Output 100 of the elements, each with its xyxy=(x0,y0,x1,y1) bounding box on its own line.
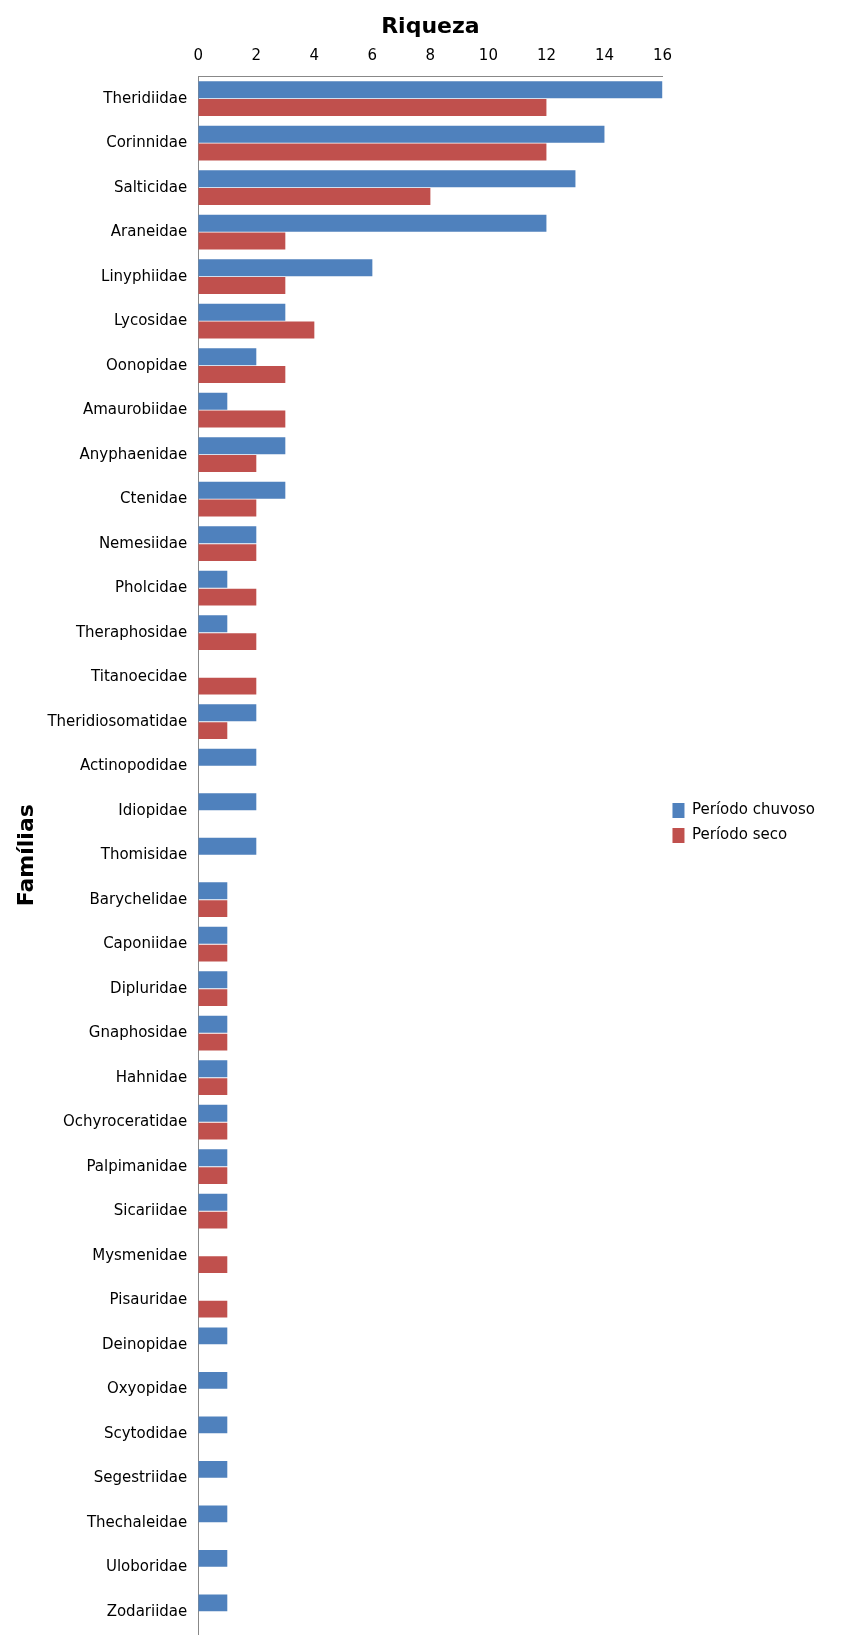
bar xyxy=(198,1015,228,1033)
bar xyxy=(198,499,257,517)
bar xyxy=(198,1594,228,1612)
bar xyxy=(198,259,373,277)
y-tick-label: Nemesiidae xyxy=(98,533,188,552)
bar xyxy=(198,526,257,544)
bar xyxy=(198,481,286,499)
bar xyxy=(198,99,547,117)
bar xyxy=(198,125,605,143)
bar xyxy=(198,1211,228,1229)
y-tick-label: Corinnidae xyxy=(106,133,188,152)
y-tick-label: Dipluridae xyxy=(110,978,188,997)
bar xyxy=(198,1104,228,1122)
bar xyxy=(198,321,315,339)
bar xyxy=(198,1060,228,1078)
bar xyxy=(198,1460,228,1478)
bar xyxy=(198,214,547,232)
bar xyxy=(198,1416,228,1434)
x-tick-label: 10 xyxy=(478,46,498,65)
y-tick-label: Thomisidae xyxy=(99,845,188,864)
x-tick-label: 2 xyxy=(251,46,262,65)
bar xyxy=(198,143,547,161)
bar xyxy=(198,455,257,473)
bar xyxy=(198,615,228,633)
bar xyxy=(198,588,257,606)
y-tick-label: Oonopidae xyxy=(105,355,188,374)
y-tick-label: Linyphiidae xyxy=(101,266,188,285)
bar xyxy=(198,1122,228,1140)
bar xyxy=(198,989,228,1007)
y-tick-label: Oxyopidae xyxy=(106,1379,188,1398)
bar xyxy=(198,1549,228,1567)
bar xyxy=(198,1300,228,1318)
bar xyxy=(198,793,257,811)
y-tick-label: Gnaphosidae xyxy=(88,1023,188,1042)
bar xyxy=(198,748,257,766)
bar xyxy=(198,1193,228,1211)
y-tick-label: Salticidae xyxy=(113,177,188,196)
bar xyxy=(198,1033,228,1051)
y-tick-label: Ctenidae xyxy=(120,489,188,508)
bar xyxy=(198,366,286,384)
bar xyxy=(198,1149,228,1167)
y-tick-label: Thechaleidae xyxy=(85,1512,188,1531)
bar xyxy=(198,926,228,944)
bar xyxy=(198,1078,228,1096)
y-tick-label: Mysmenidae xyxy=(92,1245,188,1264)
y-tick-label: Amaurobiidae xyxy=(82,400,188,419)
bar xyxy=(198,633,257,651)
bar xyxy=(198,1505,228,1523)
y-tick-label: Titanoecidae xyxy=(90,667,188,686)
x-tick-label: 0 xyxy=(193,46,204,65)
x-tick-label: 12 xyxy=(536,46,556,65)
legend-label: Período chuvoso xyxy=(691,800,816,819)
y-tick-label: Deinopidae xyxy=(102,1334,188,1353)
y-axis-title: Famílias xyxy=(12,804,38,907)
y-tick-label: Theridiosomatidae xyxy=(46,711,188,730)
bar xyxy=(198,188,431,206)
y-tick-label: Theraphosidae xyxy=(74,622,188,641)
y-tick-label: Caponiidae xyxy=(103,934,188,953)
y-tick-label: Pisauridae xyxy=(109,1290,188,1309)
y-tick-label: Araneidae xyxy=(110,222,188,241)
x-tick-label: 8 xyxy=(425,46,436,65)
bar xyxy=(198,410,286,428)
y-tick-label: Segestriidae xyxy=(93,1468,188,1487)
y-tick-label: Theridiidae xyxy=(102,88,188,107)
y-tick-label: Sicariidae xyxy=(113,1201,188,1220)
x-tick-label: 4 xyxy=(309,46,320,65)
bar xyxy=(198,81,663,99)
bar xyxy=(198,1167,228,1185)
legend-label: Período seco xyxy=(691,825,788,844)
y-tick-label: Palpimanidae xyxy=(86,1156,188,1175)
bar xyxy=(198,1371,228,1389)
bar xyxy=(198,544,257,562)
y-tick-label: Actinopodidae xyxy=(79,756,188,775)
y-tick-label: Idiopidae xyxy=(118,800,188,819)
x-axis-title: Riqueza xyxy=(381,12,480,38)
bar xyxy=(198,677,257,695)
y-tick-label: Ochyroceratidae xyxy=(63,1112,188,1131)
bar xyxy=(198,1256,228,1274)
y-tick-label: Lycosidae xyxy=(114,311,188,330)
bar xyxy=(198,900,228,918)
bar xyxy=(198,392,228,410)
bar xyxy=(198,348,257,366)
bar xyxy=(198,837,257,855)
y-tick-label: Hahnidae xyxy=(115,1067,188,1086)
x-tick-label: 14 xyxy=(594,46,614,65)
bar xyxy=(198,882,228,900)
bar xyxy=(198,944,228,962)
y-tick-label: Barychelidae xyxy=(89,889,188,908)
y-tick-label: Zodariidae xyxy=(106,1601,188,1620)
x-tick-label: 6 xyxy=(367,46,378,65)
y-tick-label: Scytodidae xyxy=(103,1423,188,1442)
bar xyxy=(198,1327,228,1345)
bar xyxy=(198,704,257,722)
bar xyxy=(198,232,286,250)
bar xyxy=(198,170,576,188)
bar xyxy=(198,303,286,321)
y-tick-label: Pholcidae xyxy=(115,578,188,597)
bar xyxy=(198,570,228,588)
bar xyxy=(198,722,228,740)
y-tick-label: Anyphaenidae xyxy=(79,444,188,463)
